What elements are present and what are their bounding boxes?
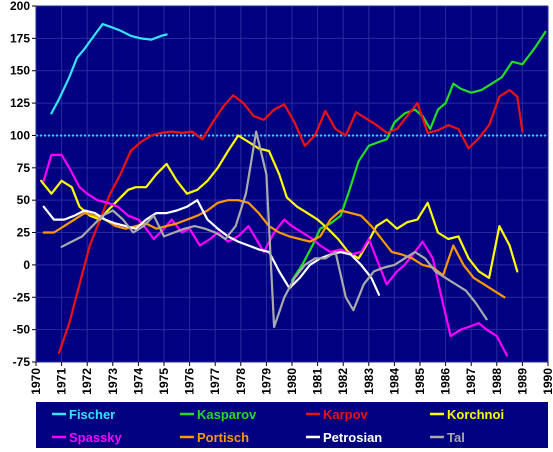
series-line-spassky [42, 153, 509, 357]
legend-label-korchnoi: Korchnoi [447, 407, 504, 422]
x-tick-label: 1971 [55, 368, 69, 395]
legend-label-tal: Tal [447, 430, 465, 445]
y-tick-label: 100 [10, 128, 30, 142]
x-axis-ticks: 1970 1971 1972 1973 1974 1975 1976 1977 1978 1979… [29, 362, 553, 395]
series-line-kasparov [290, 30, 547, 282]
x-tick-label: 1987 [464, 368, 478, 395]
legend-box [36, 402, 548, 448]
y-tick-label: -25 [13, 290, 31, 304]
x-tick-label: 1970 [29, 368, 43, 395]
x-tick-label: 1982 [336, 368, 350, 395]
x-tick-label: 1983 [362, 368, 376, 395]
grid [35, 5, 549, 363]
x-tick-label: 1979 [259, 368, 273, 395]
x-tick-label: 1975 [157, 368, 171, 395]
x-tick-label: 1988 [490, 368, 504, 395]
x-tick-label: 1990 [541, 368, 553, 395]
series-line-tal [60, 130, 488, 329]
x-tick-label: 1974 [131, 368, 145, 395]
series-line-petrosian [42, 199, 381, 296]
legend-label-petrosian: Petrosian [323, 430, 382, 445]
y-tick-label: 200 [10, 0, 30, 13]
x-tick-label: 1977 [208, 368, 222, 395]
series-line-karpov [57, 89, 524, 354]
legend: Fischer Kasparov Karpov Korchnoi Spassky Port… [36, 402, 548, 448]
y-tick-label: 0 [23, 258, 30, 272]
y-tick-label: 25 [17, 226, 31, 240]
y-tick-label: 125 [10, 96, 30, 110]
legend-label-spassky: Spassky [69, 430, 123, 445]
legend-label-fischer: Fischer [69, 407, 115, 422]
x-tick-label: 1972 [80, 368, 94, 395]
y-axis-ticks: 200 175 150 125 100 75 50 25 0 -25 -50 -75 [10, 0, 36, 369]
x-tick-label: 1981 [311, 368, 325, 395]
x-tick-label: 1989 [515, 368, 529, 395]
legend-label-portisch: Portisch [197, 430, 249, 445]
y-tick-label: -50 [13, 323, 31, 337]
x-tick-label: 1973 [106, 368, 120, 395]
legend-label-kasparov: Kasparov [197, 407, 257, 422]
series-line-fischer [50, 23, 168, 115]
y-tick-label: -75 [13, 355, 31, 369]
x-tick-label: 1984 [387, 368, 401, 395]
y-tick-label: 75 [17, 161, 31, 175]
series-lines [40, 23, 547, 357]
y-tick-label: 175 [10, 31, 30, 45]
x-tick-label: 1976 [183, 368, 197, 395]
legend-label-karpov: Karpov [323, 407, 369, 422]
x-tick-label: 1985 [413, 368, 427, 395]
y-tick-label: 50 [17, 193, 31, 207]
x-tick-label: 1980 [285, 368, 299, 395]
x-tick-label: 1986 [439, 368, 453, 395]
x-tick-label: 1978 [234, 368, 248, 395]
series-line-korchnoi [40, 134, 519, 279]
y-tick-label: 150 [10, 64, 30, 78]
series-line-portisch [42, 199, 506, 299]
